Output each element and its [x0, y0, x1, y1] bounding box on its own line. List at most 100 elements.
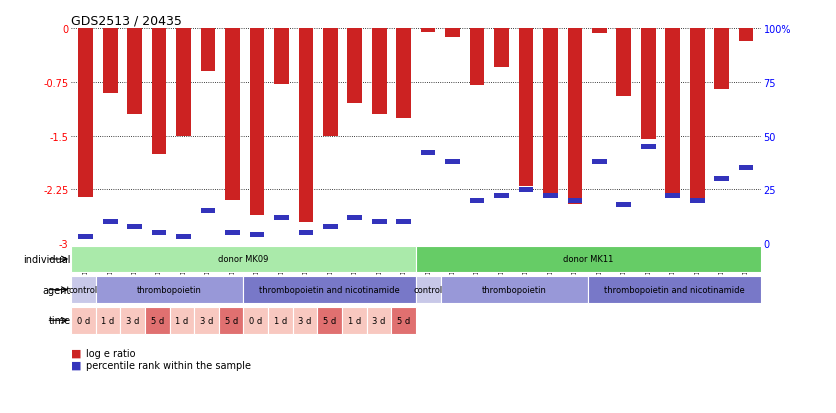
Text: 0 d: 0 d [77, 316, 90, 325]
Bar [421, 151, 436, 156]
Text: thrombopoietin: thrombopoietin [482, 285, 547, 294]
Text: control: control [69, 285, 98, 294]
Bar [323, 224, 338, 229]
Bar [127, 224, 142, 229]
Bar [274, 29, 288, 85]
Bar [170, 307, 194, 334]
Bar [201, 29, 216, 72]
Bar [120, 307, 145, 334]
Bar [103, 220, 118, 225]
Bar [616, 202, 631, 207]
Text: ■: ■ [71, 348, 82, 358]
Bar [348, 29, 362, 104]
Bar [219, 307, 243, 334]
Bar [665, 194, 680, 199]
Bar [127, 29, 142, 115]
Bar [298, 230, 314, 235]
Bar [152, 29, 166, 154]
Bar [568, 29, 582, 204]
Bar [79, 235, 93, 240]
Text: 5 d: 5 d [150, 316, 164, 325]
Bar [176, 29, 191, 136]
Text: donor MK09: donor MK09 [218, 255, 268, 264]
Bar [95, 277, 243, 303]
Bar [446, 29, 460, 38]
Bar [739, 29, 753, 42]
Bar [494, 194, 509, 199]
Bar [268, 307, 293, 334]
Bar [201, 209, 216, 214]
Bar [446, 159, 460, 164]
Bar [225, 29, 240, 201]
Bar [71, 277, 95, 303]
Bar [176, 235, 191, 240]
Bar [714, 29, 729, 90]
Text: time: time [49, 316, 71, 325]
Bar [494, 29, 509, 68]
Text: thrombopoietin: thrombopoietin [137, 285, 202, 294]
Text: 1 d: 1 d [274, 316, 287, 325]
Bar [415, 246, 761, 273]
Bar [372, 220, 386, 225]
Text: 1 d: 1 d [101, 316, 115, 325]
Bar [543, 194, 558, 199]
Bar [470, 29, 484, 86]
Bar [243, 277, 415, 303]
Bar [543, 29, 558, 194]
Bar [298, 29, 314, 222]
Bar [714, 177, 729, 182]
Bar [250, 233, 264, 237]
Text: ■: ■ [71, 360, 82, 370]
Bar [95, 307, 120, 334]
Text: donor MK11: donor MK11 [563, 255, 614, 264]
Text: agent: agent [43, 285, 71, 295]
Bar [690, 198, 705, 203]
Bar [396, 29, 411, 119]
Bar [421, 29, 436, 33]
Bar [71, 307, 95, 334]
Text: 3 d: 3 d [298, 316, 312, 325]
Bar [225, 230, 240, 235]
Text: 3 d: 3 d [200, 316, 213, 325]
Text: GDS2513 / 20435: GDS2513 / 20435 [71, 15, 182, 28]
Text: log e ratio: log e ratio [86, 348, 135, 358]
Bar [250, 29, 264, 215]
Bar [243, 307, 268, 334]
Text: 1 d: 1 d [176, 316, 189, 325]
Bar [274, 216, 288, 221]
Bar [665, 29, 680, 197]
Bar [293, 307, 318, 334]
Bar [152, 230, 166, 235]
Bar [616, 29, 631, 97]
Bar [103, 29, 118, 93]
Bar [71, 246, 415, 273]
Bar [396, 220, 411, 225]
Bar [568, 198, 582, 203]
Bar [391, 307, 416, 334]
Bar [323, 29, 338, 136]
Text: 3 d: 3 d [372, 316, 385, 325]
Bar [592, 29, 607, 34]
Text: thrombopoietin and nicotinamide: thrombopoietin and nicotinamide [259, 285, 400, 294]
Text: 3 d: 3 d [126, 316, 140, 325]
Text: 5 d: 5 d [225, 316, 237, 325]
Text: control: control [414, 285, 443, 294]
Text: thrombopoietin and nicotinamide: thrombopoietin and nicotinamide [604, 285, 745, 294]
Bar [367, 307, 391, 334]
Bar [518, 188, 533, 192]
Text: 0 d: 0 d [249, 316, 263, 325]
Bar [194, 307, 219, 334]
Bar [690, 29, 705, 201]
Bar [641, 29, 655, 140]
Text: 5 d: 5 d [323, 316, 336, 325]
Bar [441, 277, 589, 303]
Bar [589, 277, 761, 303]
Bar [470, 198, 484, 203]
Bar [415, 277, 441, 303]
Text: individual: individual [23, 254, 71, 264]
Text: percentile rank within the sample: percentile rank within the sample [86, 360, 251, 370]
Bar [145, 307, 170, 334]
Bar [641, 145, 655, 150]
Bar [372, 29, 386, 115]
Text: 1 d: 1 d [348, 316, 361, 325]
